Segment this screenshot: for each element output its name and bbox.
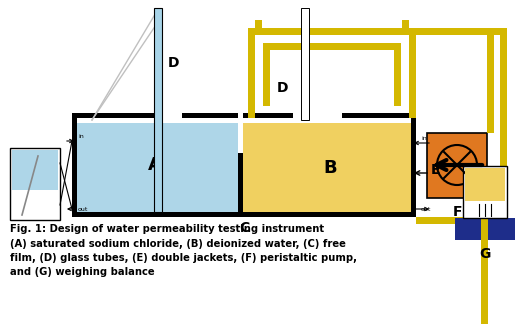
- Text: and (G) weighing balance: and (G) weighing balance: [10, 267, 154, 277]
- Bar: [243, 123, 411, 212]
- Bar: [263, 43, 270, 106]
- Bar: [72, 113, 162, 118]
- Bar: [481, 216, 488, 324]
- Bar: [72, 118, 77, 217]
- Bar: [394, 43, 401, 106]
- Text: in: in: [421, 136, 427, 141]
- Bar: [465, 168, 505, 201]
- Bar: [409, 28, 500, 35]
- Text: film, (D) glass tubes, (E) double jackets, (F) peristaltic pump,: film, (D) glass tubes, (E) double jacket…: [10, 253, 357, 263]
- Bar: [243, 113, 293, 118]
- Bar: [342, 113, 416, 118]
- Bar: [12, 150, 58, 190]
- Bar: [77, 123, 238, 212]
- Bar: [411, 118, 416, 217]
- Bar: [72, 212, 416, 217]
- Bar: [455, 218, 515, 240]
- Bar: [248, 28, 416, 35]
- Bar: [263, 43, 401, 50]
- Bar: [402, 20, 409, 35]
- Text: A: A: [148, 156, 162, 174]
- Bar: [463, 166, 507, 218]
- Text: Fig. 1: Design of water permeability testing instrument: Fig. 1: Design of water permeability tes…: [10, 224, 324, 234]
- Bar: [255, 20, 262, 35]
- Text: D: D: [277, 81, 288, 95]
- Text: C: C: [239, 221, 249, 235]
- Bar: [416, 217, 507, 224]
- Bar: [427, 133, 487, 198]
- Text: E: E: [431, 163, 441, 177]
- Text: in: in: [78, 134, 84, 139]
- Text: out: out: [78, 207, 89, 212]
- Text: (A) saturated sodium chloride, (B) deionized water, (C) free: (A) saturated sodium chloride, (B) deion…: [10, 239, 346, 249]
- Text: out: out: [421, 207, 432, 212]
- Bar: [487, 28, 494, 133]
- Text: D: D: [168, 56, 180, 70]
- Bar: [248, 28, 255, 118]
- Bar: [500, 28, 507, 217]
- Bar: [182, 113, 238, 118]
- Text: F: F: [452, 205, 462, 219]
- Bar: [301, 8, 309, 120]
- Bar: [154, 8, 162, 212]
- Text: G: G: [480, 247, 491, 261]
- Bar: [487, 28, 489, 35]
- Text: B: B: [323, 159, 337, 177]
- Bar: [238, 153, 243, 217]
- Bar: [409, 28, 416, 118]
- Bar: [10, 148, 60, 220]
